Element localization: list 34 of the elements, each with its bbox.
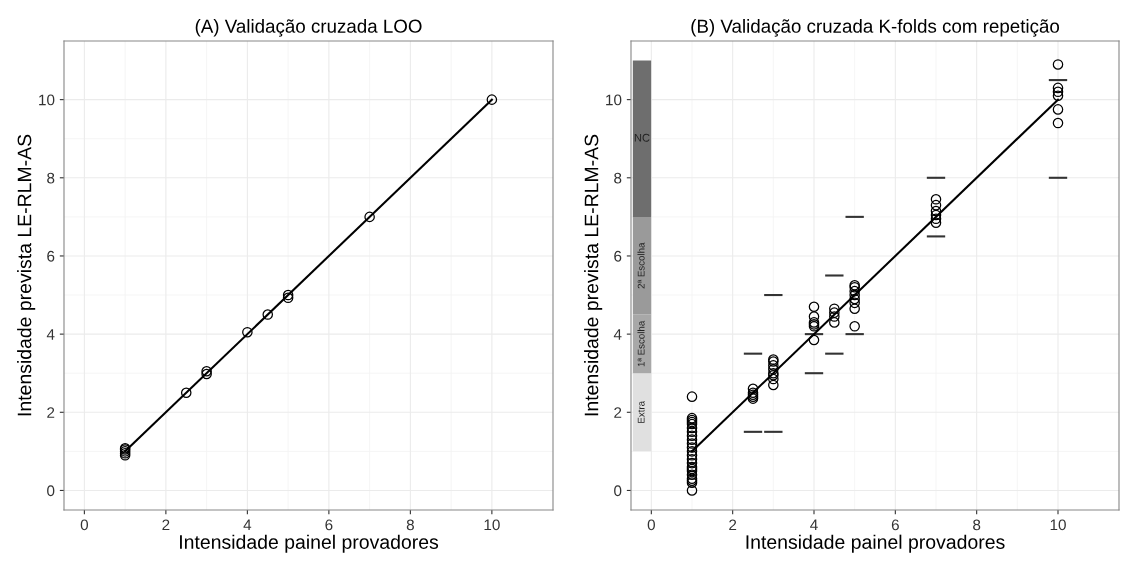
y-tick-label: 6 (614, 250, 622, 262)
x-tick-label: 8 (973, 519, 981, 531)
x-tick-label: 0 (647, 519, 655, 531)
x-tick-label: 0 (80, 519, 89, 531)
y-tick-label: 10 (39, 94, 55, 106)
y-tick-label: 0 (47, 485, 55, 497)
series-label: Extra (637, 400, 645, 423)
x-tick-label: 2 (162, 519, 170, 531)
x-axis-title: Intensidade painel provadores (746, 534, 1005, 553)
y-tick-label: 8 (614, 172, 622, 184)
x-tick-label: 10 (484, 519, 500, 531)
x-tick-label: 6 (325, 519, 333, 531)
y-axis-title: Intensidade prevista LE-RLM-AS (17, 134, 36, 416)
y-tick-label: 10 (606, 94, 622, 106)
y-tick-label: 4 (46, 329, 55, 340)
x-tick-label: 10 (1050, 519, 1066, 531)
series-label: NC (634, 133, 650, 142)
x-axis-title: Intensidade painel provadores (180, 534, 439, 553)
x-tick-label: 2 (729, 519, 737, 531)
y-tick-label: 6 (47, 250, 55, 262)
x-tick-label: 4 (810, 519, 818, 531)
series-label: 2ª Escolha (637, 242, 645, 289)
x-tick-label: 4 (243, 519, 252, 531)
y-tick-label: 8 (47, 172, 55, 184)
y-tick-label: 2 (47, 407, 55, 418)
x-tick-label: 6 (891, 519, 899, 531)
x-tick-label: 8 (406, 519, 414, 531)
y-tick-label: 0 (614, 485, 622, 497)
y-tick-label: 4 (613, 329, 622, 340)
chart-title: (A) Validação cruzada LOO (195, 19, 422, 37)
y-axis-title: Intensidade prevista LE-RLM-AS (584, 134, 603, 416)
chart-title: (B) Validação cruzada K-folds com repetição (691, 19, 1060, 37)
y-tick-label: 2 (614, 407, 622, 418)
series-label: 1ª Escolha (637, 320, 645, 367)
